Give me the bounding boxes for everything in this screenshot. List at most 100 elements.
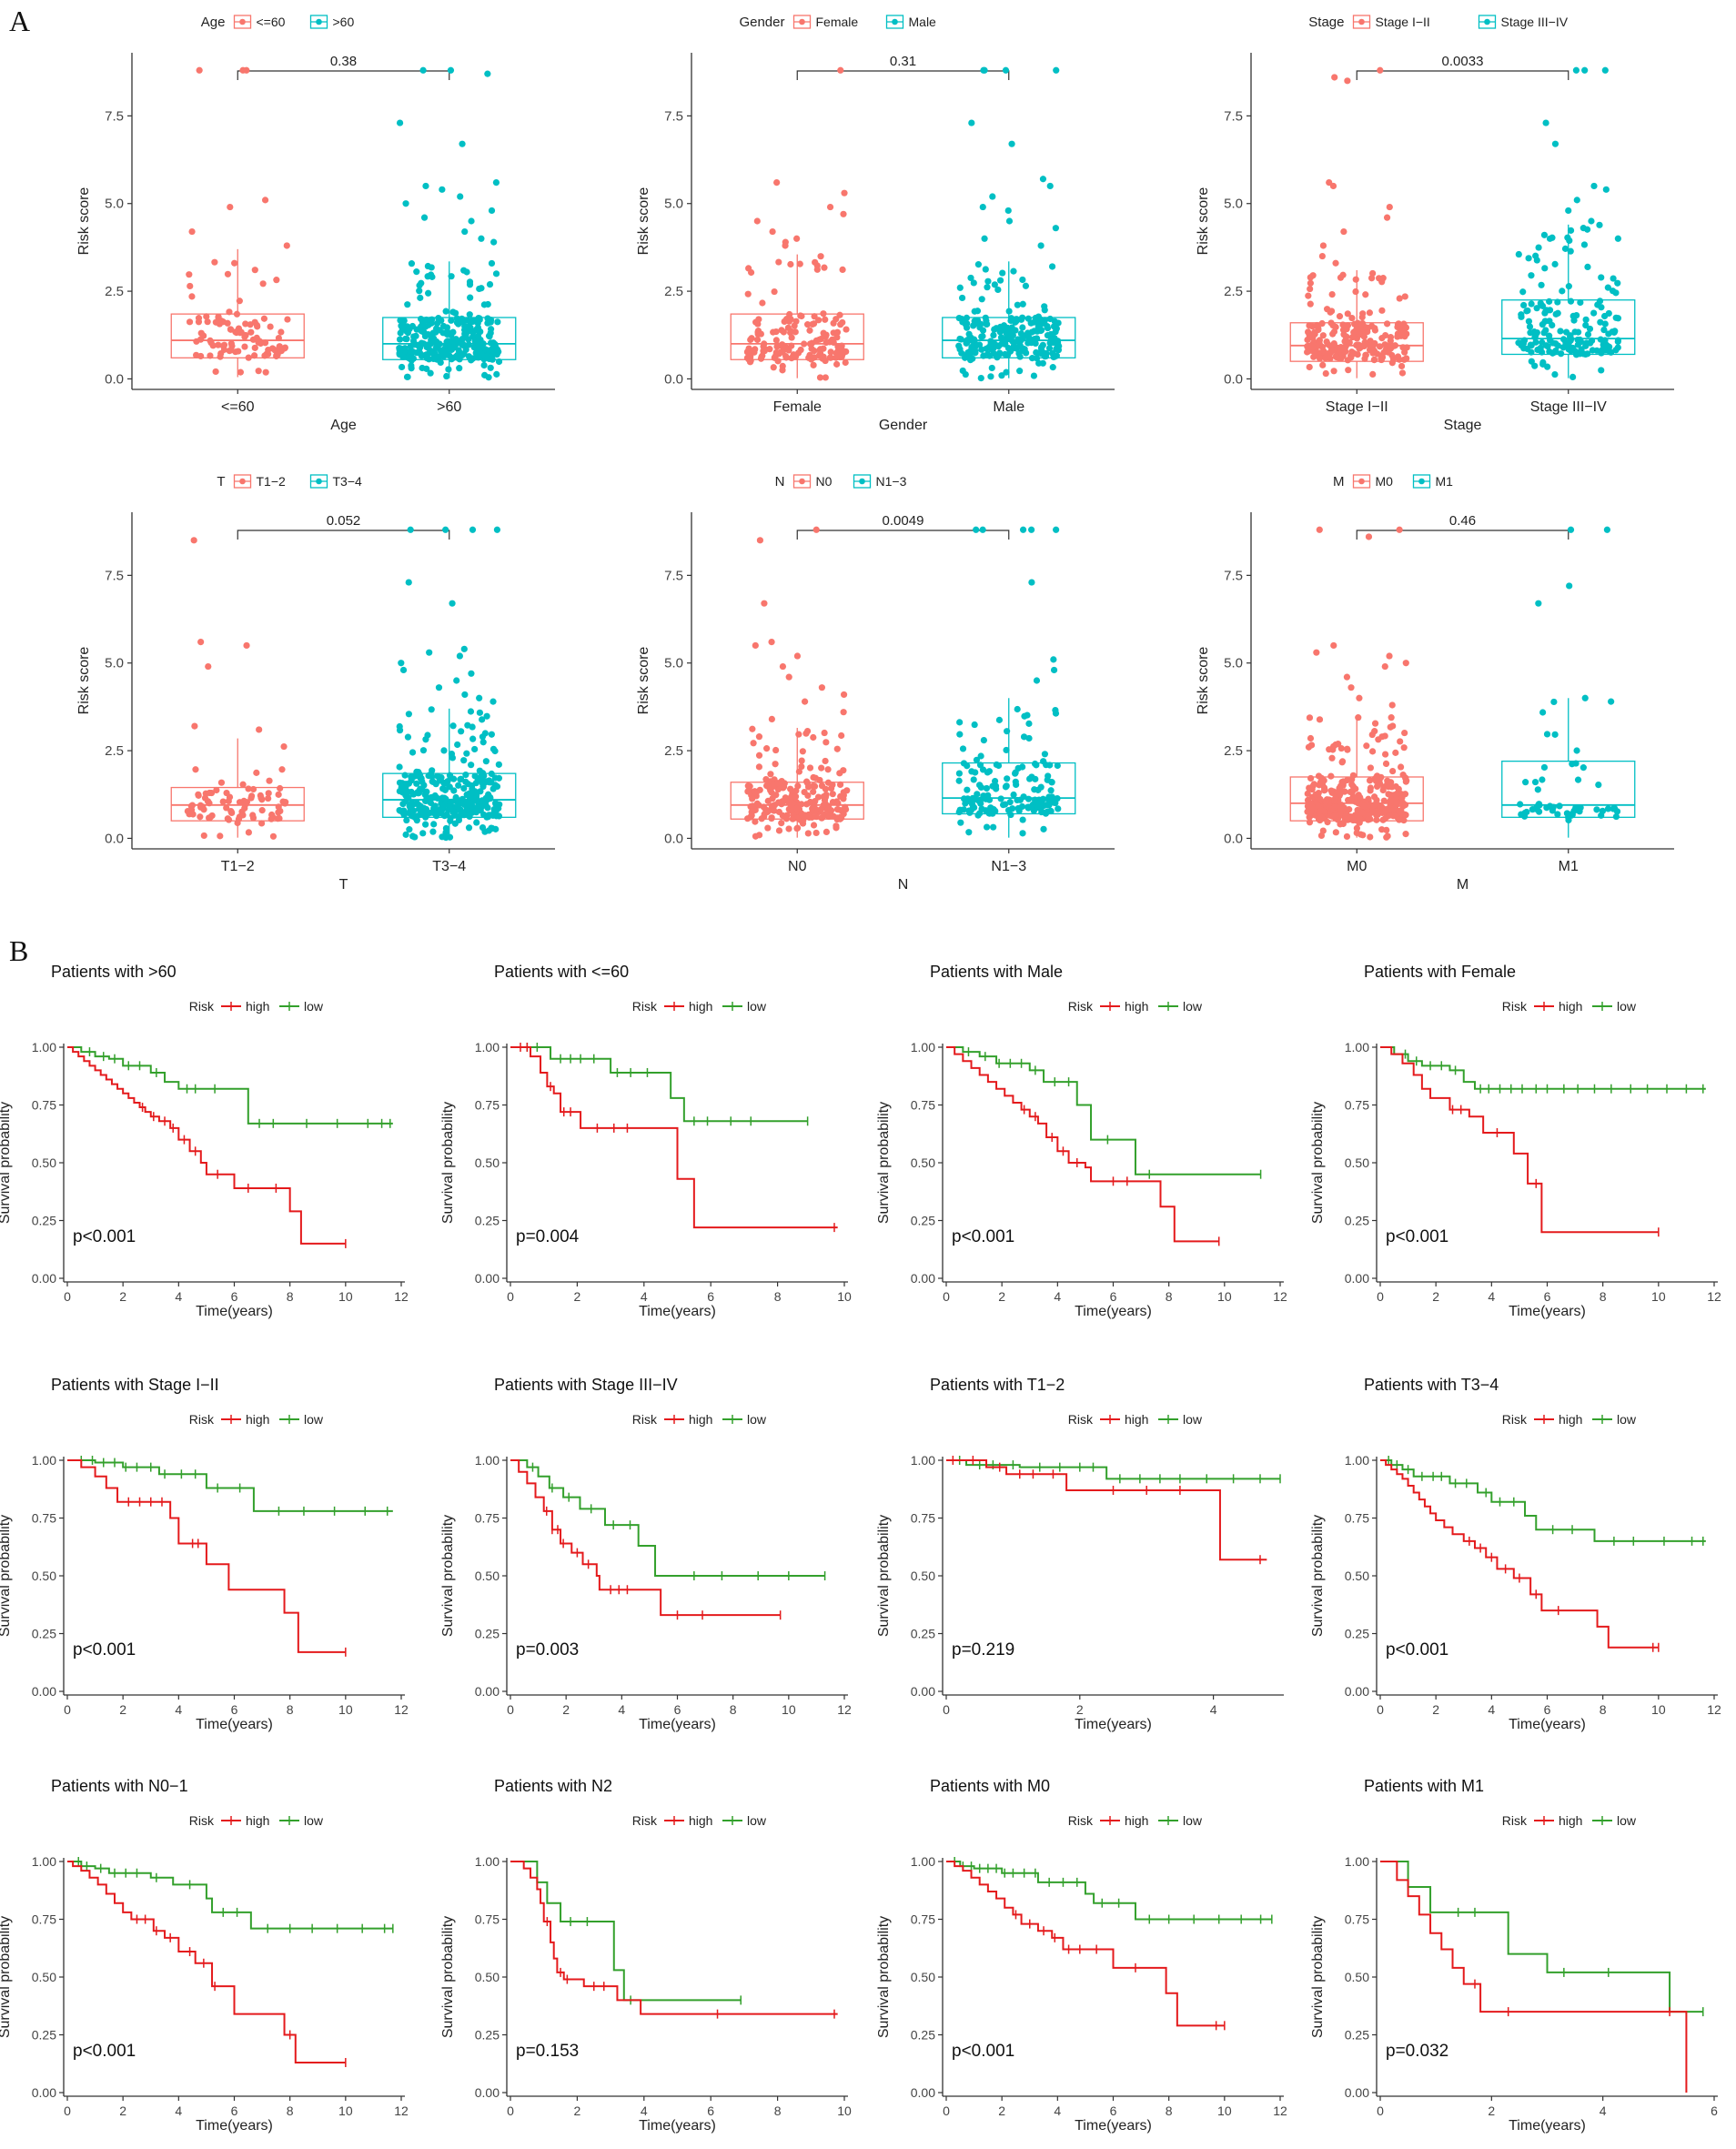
data-point bbox=[1540, 231, 1549, 238]
data-point bbox=[752, 818, 759, 825]
data-point bbox=[460, 645, 468, 652]
km-t12: Patients with T1−2 Risk high low 0.00 0.25 0.5… bbox=[876, 1376, 1284, 1732]
data-point bbox=[1586, 325, 1594, 333]
y-tick-label: 0.00 bbox=[475, 2085, 500, 2100]
data-point bbox=[778, 819, 785, 827]
data-point bbox=[824, 766, 832, 773]
data-point bbox=[1392, 749, 1399, 756]
data-point bbox=[467, 294, 474, 301]
data-point bbox=[1019, 830, 1026, 837]
legend-title: Gender bbox=[739, 15, 784, 30]
box bbox=[730, 313, 864, 360]
data-point bbox=[273, 277, 280, 284]
data-point bbox=[780, 328, 787, 336]
data-point bbox=[818, 684, 825, 691]
data-point bbox=[232, 348, 239, 356]
box bbox=[942, 762, 1076, 815]
data-point bbox=[1306, 322, 1313, 329]
data-point bbox=[1589, 347, 1596, 354]
data-point bbox=[1306, 714, 1314, 721]
legend-title: Risk bbox=[1068, 1813, 1094, 1828]
data-point bbox=[203, 313, 210, 320]
legend-key-dot bbox=[892, 18, 898, 25]
data-point bbox=[469, 526, 477, 533]
data-point bbox=[1597, 318, 1604, 326]
km-curve-low bbox=[510, 1861, 742, 2002]
data-point bbox=[1538, 281, 1545, 288]
pvalue-label: 0.0049 bbox=[883, 513, 924, 529]
data-point bbox=[408, 773, 415, 781]
data-point bbox=[1022, 349, 1030, 357]
data-point bbox=[762, 775, 770, 783]
data-point bbox=[1020, 733, 1028, 741]
data-point bbox=[1366, 309, 1373, 317]
data-point bbox=[1576, 808, 1583, 815]
data-point bbox=[477, 788, 484, 795]
data-point bbox=[1549, 321, 1556, 329]
data-point bbox=[1572, 351, 1580, 358]
x-tick-label: 4 bbox=[175, 1702, 182, 1717]
data-point bbox=[428, 706, 435, 713]
data-point bbox=[453, 677, 460, 684]
km-curve-low bbox=[67, 1046, 393, 1125]
data-point bbox=[188, 227, 196, 236]
data-point bbox=[1542, 119, 1549, 126]
data-point bbox=[767, 771, 774, 778]
data-point bbox=[476, 709, 483, 716]
data-point bbox=[195, 318, 203, 326]
data-point bbox=[1401, 348, 1408, 356]
x-axis-title: Time(years) bbox=[639, 1304, 716, 1319]
data-point bbox=[804, 830, 812, 837]
y-tick-label: 0.75 bbox=[32, 1098, 56, 1113]
legend-label: high bbox=[689, 1813, 712, 1828]
data-point bbox=[1358, 320, 1365, 328]
data-point bbox=[448, 317, 455, 324]
data-point bbox=[490, 341, 498, 348]
data-point bbox=[810, 733, 817, 742]
y-tick-label: 5.0 bbox=[1224, 197, 1243, 212]
data-point bbox=[974, 261, 982, 268]
y-tick-label: 0.00 bbox=[32, 1684, 56, 1699]
data-point bbox=[262, 368, 269, 376]
data-point bbox=[1383, 320, 1391, 328]
legend-label: M0 bbox=[1376, 474, 1394, 489]
x-tick-label: 4 bbox=[1054, 2104, 1061, 2118]
data-point bbox=[1041, 751, 1049, 758]
data-point bbox=[1004, 728, 1011, 735]
data-point bbox=[495, 761, 502, 768]
data-point bbox=[1543, 731, 1551, 738]
data-point bbox=[770, 328, 777, 336]
data-point bbox=[987, 338, 994, 345]
data-point bbox=[1320, 348, 1327, 355]
data-point bbox=[793, 235, 801, 242]
data-point bbox=[215, 313, 222, 320]
data-point bbox=[458, 810, 465, 817]
data-point bbox=[1047, 787, 1055, 794]
pvalue-label: p=0.032 bbox=[1386, 2042, 1448, 2061]
data-point bbox=[1371, 728, 1378, 735]
data-point bbox=[840, 795, 847, 802]
data-point bbox=[396, 779, 404, 786]
legend-title: T bbox=[217, 474, 225, 489]
y-tick-label: 0.75 bbox=[1345, 1098, 1369, 1113]
data-point bbox=[1045, 802, 1053, 809]
data-point bbox=[1006, 799, 1014, 806]
data-point bbox=[1573, 747, 1580, 754]
y-tick-label: 0.00 bbox=[1345, 1271, 1369, 1286]
data-point bbox=[752, 789, 760, 797]
x-tick-label: 0 bbox=[64, 1289, 71, 1304]
data-point bbox=[1041, 303, 1048, 310]
data-point bbox=[956, 284, 964, 291]
data-point bbox=[492, 800, 500, 807]
y-tick-label: 0.00 bbox=[911, 1684, 935, 1699]
data-point bbox=[1370, 802, 1378, 809]
data-point bbox=[447, 66, 455, 74]
x-tick-label: 6 bbox=[1544, 1289, 1551, 1304]
km-age_le60: Patients with <=60 Risk high low 0.00 0.25 0.5… bbox=[440, 963, 852, 1319]
data-point bbox=[1602, 186, 1610, 193]
x-tick-label: 12 bbox=[394, 1289, 409, 1304]
data-point bbox=[1590, 182, 1598, 190]
data-point bbox=[461, 227, 469, 236]
data-point bbox=[785, 318, 793, 325]
y-axis-title: Survival probability bbox=[440, 1515, 456, 1637]
